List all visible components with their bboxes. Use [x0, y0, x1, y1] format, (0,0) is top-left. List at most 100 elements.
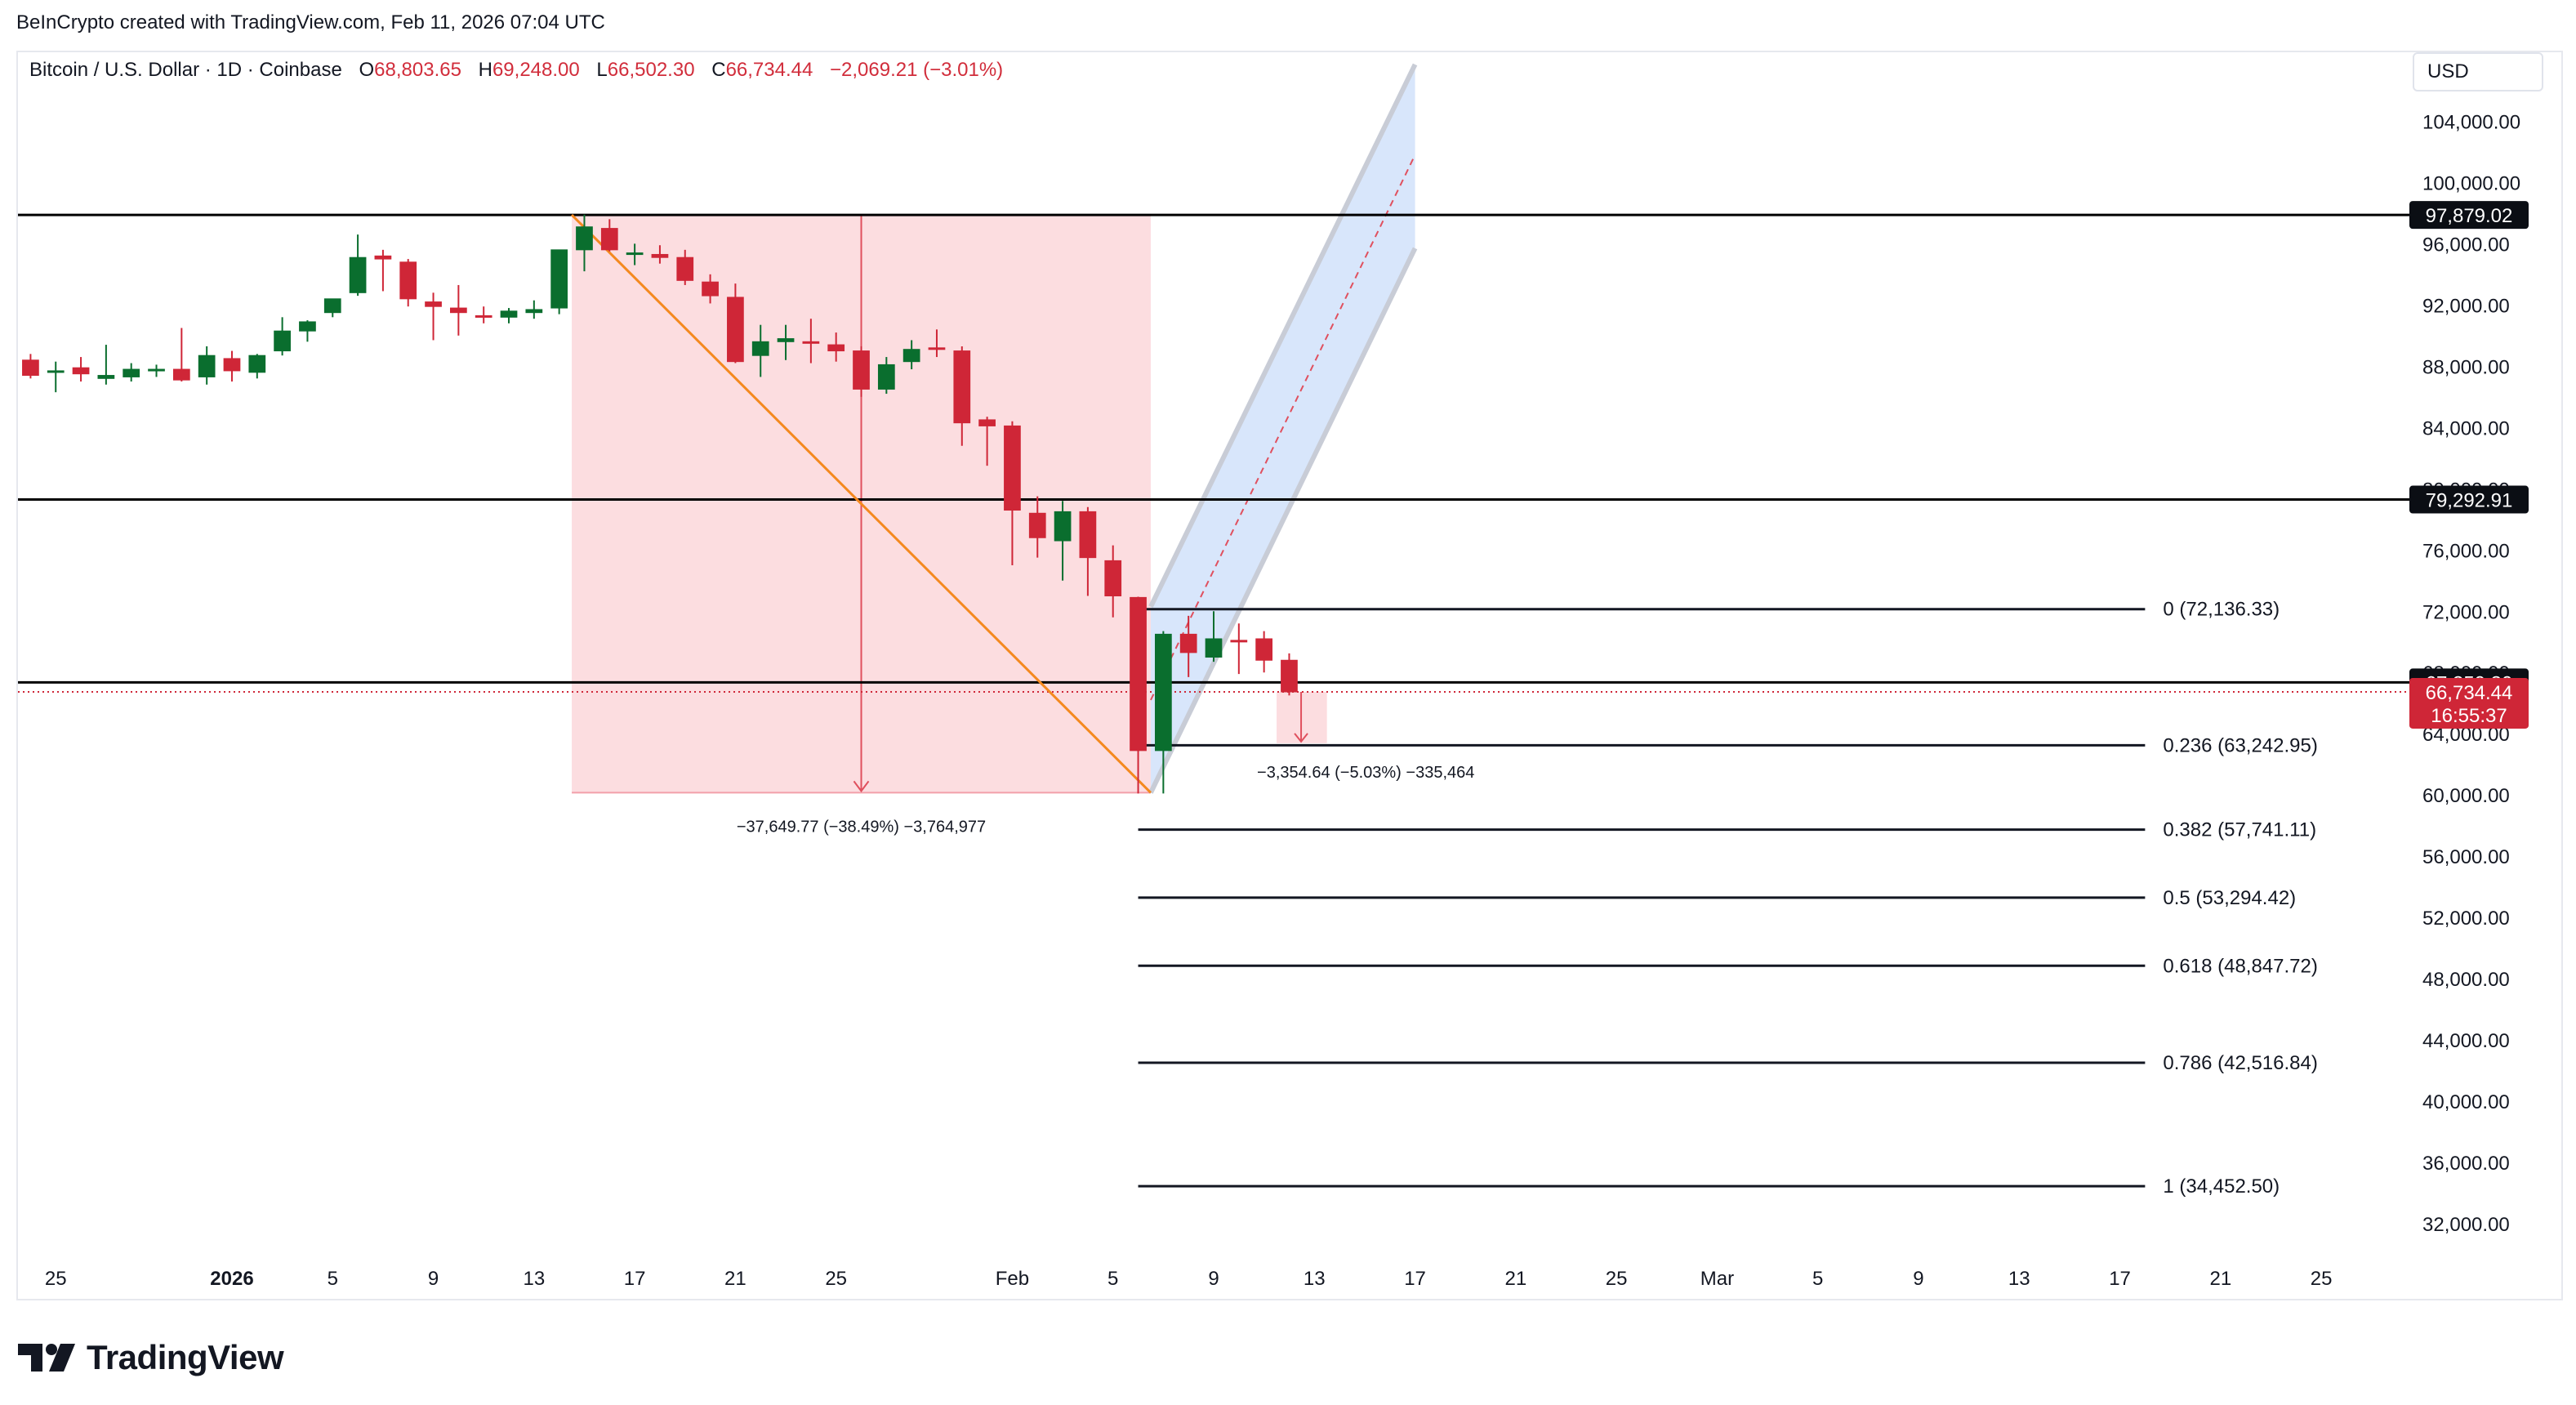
candle-body[interactable] [978, 419, 996, 426]
candle-body[interactable] [1054, 511, 1072, 542]
candle-body[interactable] [651, 253, 669, 258]
trend-line-group [571, 214, 1152, 794]
x-axis-tick-label: 13 [2008, 1268, 2030, 1290]
y-axis-tick-label: 48,000.00 [2422, 969, 2510, 991]
candle-body[interactable] [827, 344, 845, 352]
candle-body[interactable] [1255, 638, 1273, 661]
candle-body[interactable] [1230, 640, 1248, 643]
candle-body[interactable] [928, 347, 946, 350]
price-tags-group: 97,879.0279,292.9167,350.3066,734.4416:5… [2409, 201, 2529, 729]
candle-body[interactable] [198, 355, 216, 377]
candle-body[interactable] [425, 301, 442, 307]
range-measure-label: −37,649.77 (−38.49%) −3,764,977 [737, 818, 986, 836]
candle-body[interactable] [123, 368, 140, 377]
x-axis-tick-label: 25 [1606, 1268, 1628, 1290]
candle-body[interactable] [525, 309, 543, 314]
candle-body[interactable] [1104, 560, 1122, 597]
last-price-tag-label: 66,734.44 [2426, 682, 2513, 704]
chart-credit: BeInCrypto created with TradingView.com,… [16, 11, 605, 33]
candle-body[interactable] [399, 261, 417, 300]
candle-body[interactable] [877, 364, 895, 390]
candle-body[interactable] [953, 350, 971, 424]
level-price-tag[interactable] [2409, 201, 2529, 230]
high-value: 69,248.00 [492, 59, 580, 81]
x-axis-tick-label: 25 [45, 1268, 67, 1290]
y-axis-tick-label: 40,000.00 [2422, 1091, 2510, 1113]
candle-body[interactable] [727, 297, 744, 363]
candle-body[interactable] [1281, 659, 1298, 693]
candles-group [22, 214, 1298, 794]
x-axis-tick-label: 17 [624, 1268, 646, 1290]
candle-body[interactable] [600, 228, 618, 251]
candle-body[interactable] [172, 368, 190, 381]
candle-body[interactable] [802, 341, 820, 344]
candle-body[interactable] [902, 349, 920, 363]
candle-body[interactable] [148, 368, 165, 372]
x-axis-tick-label: 25 [2311, 1268, 2333, 1290]
channel-upper-line[interactable] [1148, 63, 1418, 608]
x-axis-tick-label: 17 [2109, 1268, 2131, 1290]
symbol-name[interactable]: Bitcoin / U.S. Dollar · 1D · Coinbase [29, 59, 342, 81]
currency-button[interactable]: USD [2413, 52, 2543, 91]
x-axis-tick-label: 5 [328, 1268, 338, 1290]
candle-body[interactable] [626, 252, 644, 256]
fibonacci-group: 0 (72,136.33) 0.236 (63,242.95) 0.382 (57,… [1138, 599, 2318, 1198]
horizontal-levels-group [18, 213, 2409, 693]
small-measure-label: −3,354.64 (−5.03%) −335,464 [1257, 764, 1474, 782]
x-axis-tick-label: Feb [996, 1268, 1029, 1290]
candle-body[interactable] [1028, 512, 1046, 538]
candle-body[interactable] [500, 310, 518, 318]
symbol-legend: Bitcoin / U.S. Dollar · 1D · Coinbase O6… [29, 59, 1003, 82]
candle-body[interactable] [751, 341, 769, 356]
x-axis-tick-label: 13 [1304, 1268, 1326, 1290]
x-axis-tick-label: 9 [1913, 1268, 1923, 1290]
candle-body[interactable] [323, 298, 341, 314]
y-axis-tick-label: 84,000.00 [2422, 417, 2510, 439]
candle-body[interactable] [72, 367, 90, 375]
candle-body[interactable] [1130, 596, 1147, 752]
tradingview-logo-text: TradingView [87, 1338, 284, 1376]
candle-body[interactable] [223, 358, 241, 372]
candle-body[interactable] [450, 307, 467, 314]
y-axis-tick-label: 44,000.00 [2422, 1030, 2510, 1052]
tradingview-logo-icon [18, 1344, 75, 1372]
low-label: L [596, 59, 608, 81]
candle-body[interactable] [676, 256, 694, 281]
y-axis-tick-label: 96,000.00 [2422, 234, 2510, 256]
candle-body[interactable] [22, 359, 39, 377]
channel-lower-line[interactable] [1148, 247, 1418, 794]
candle-body[interactable] [47, 370, 65, 373]
low-value: 66,502.30 [607, 59, 695, 81]
candle-body[interactable] [274, 330, 291, 352]
candle-body[interactable] [374, 255, 392, 260]
candle-body[interactable] [702, 281, 719, 297]
trend-line[interactable] [571, 214, 1152, 794]
tradingview-logo[interactable]: TradingView [18, 1338, 284, 1377]
x-axis-tick-label: 21 [724, 1268, 747, 1290]
candle-body[interactable] [576, 226, 593, 251]
fib-level-label: 0.786 (42,516.84) [2163, 1052, 2317, 1074]
candle-body[interactable] [1205, 638, 1223, 658]
candle-body[interactable] [97, 375, 115, 379]
candle-body[interactable] [550, 249, 568, 309]
candle-body[interactable] [299, 321, 316, 332]
candle-body[interactable] [1079, 511, 1097, 559]
candle-body[interactable] [1004, 425, 1021, 511]
fib-level-label: 1 (34,452.50) [2163, 1175, 2280, 1198]
y-axis-tick-label: 92,000.00 [2422, 295, 2510, 317]
candle-body[interactable] [777, 338, 795, 342]
range-measure-arrowhead [853, 780, 870, 793]
candle-body[interactable] [1154, 633, 1172, 752]
candle-body[interactable] [475, 314, 492, 318]
x-axis-tick-label: 21 [1505, 1268, 1527, 1290]
candle-body[interactable] [349, 256, 367, 293]
candle-body[interactable] [1179, 633, 1197, 653]
close-value: 66,734.44 [725, 59, 813, 81]
x-axis[interactable]: 25 2026 5 9 13 17 21 25 Feb 5 9 13 17 21 25 Mar 5 9 13 17 21… [45, 1268, 2333, 1290]
level-price-tag[interactable] [2409, 485, 2529, 514]
candle-body[interactable] [248, 355, 266, 373]
candle-body[interactable] [853, 350, 870, 390]
last-price-tag[interactable] [2409, 677, 2529, 729]
change-value: −2,069.21 (−3.01%) [830, 59, 1004, 81]
